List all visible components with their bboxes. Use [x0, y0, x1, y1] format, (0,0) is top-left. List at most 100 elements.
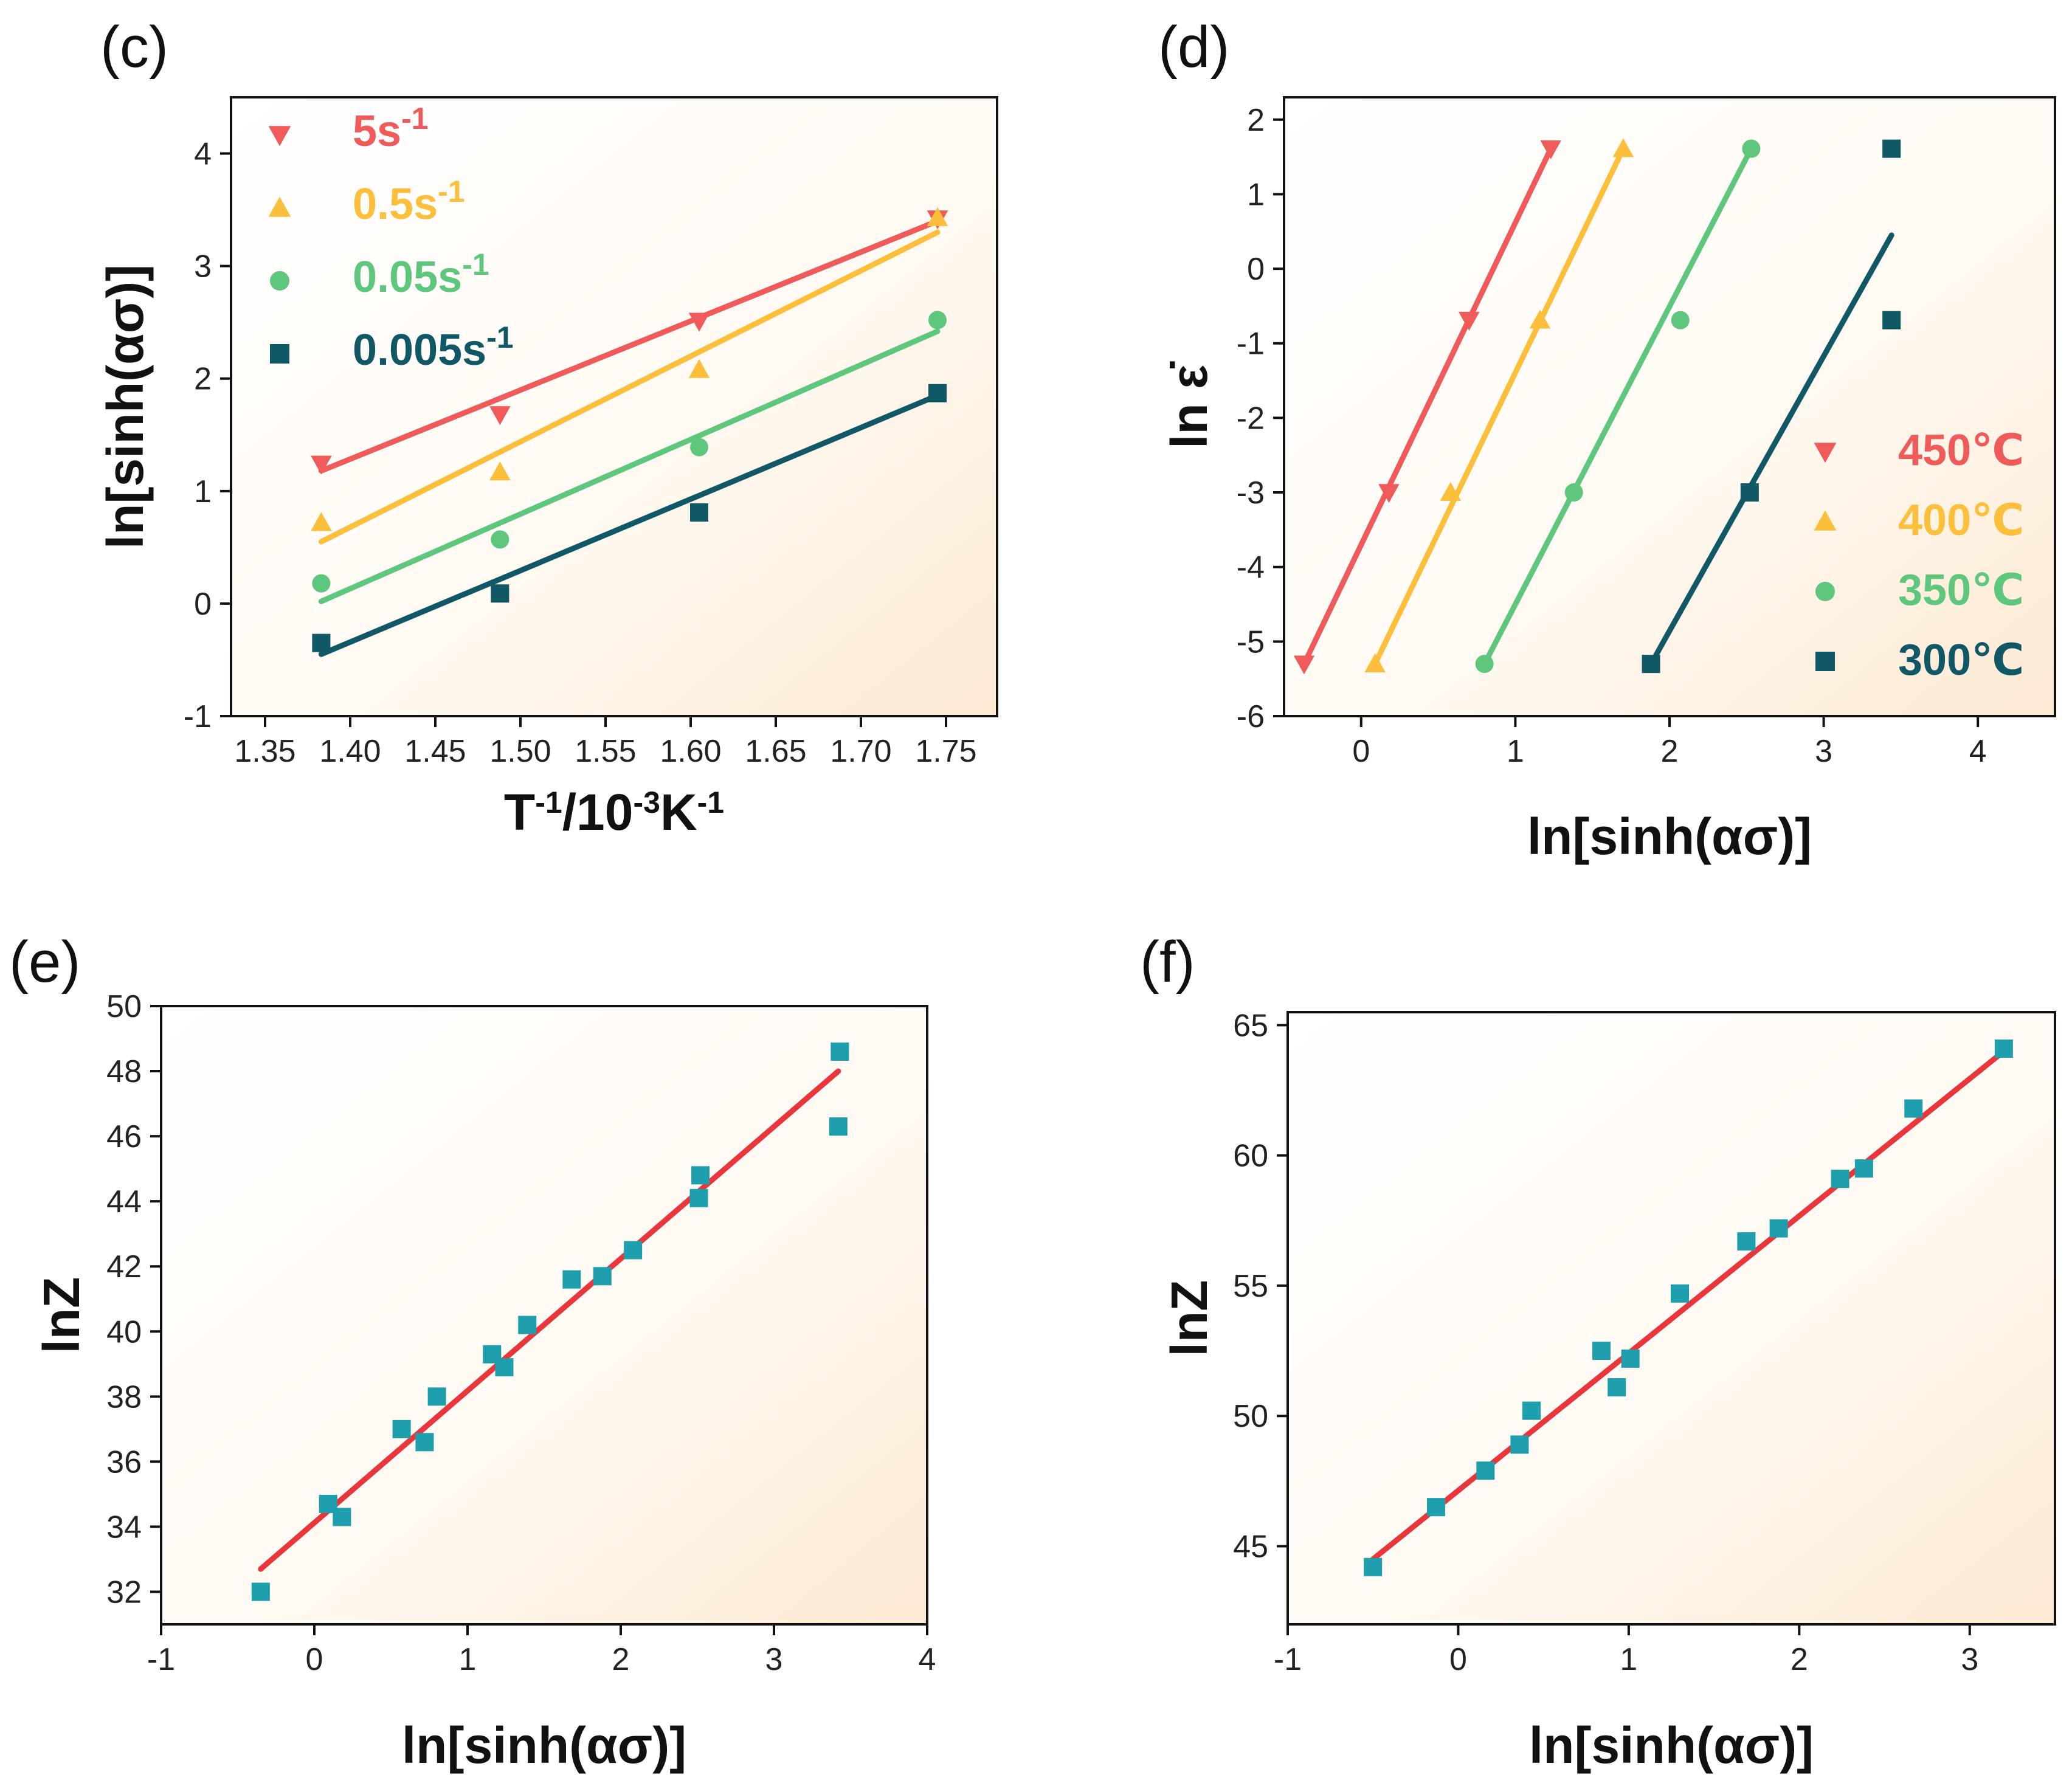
- data-point: [624, 1241, 643, 1260]
- x-tick-label: 1.35: [234, 734, 295, 769]
- legend-label: 0.05s-1: [353, 247, 489, 302]
- x-tick-label: 1.55: [575, 734, 636, 769]
- data-point: [491, 584, 509, 603]
- data-point: [1592, 1342, 1611, 1361]
- x-tick-label: 1.50: [489, 734, 551, 769]
- legend-label: 5s-1: [353, 102, 429, 156]
- legend-label: 450℃: [1898, 426, 2024, 475]
- data-point: [689, 1188, 708, 1207]
- x-axis-label: ln[sinh(ασ)]: [402, 1717, 686, 1774]
- y-tick-label: 60: [1233, 1139, 1268, 1174]
- legend-marker: [268, 196, 291, 217]
- plot-area: [231, 97, 997, 716]
- x-tick-label: 2: [1791, 1642, 1808, 1677]
- data-point: [489, 461, 511, 481]
- data-point: [1737, 1232, 1756, 1251]
- plot-area: [1284, 97, 2055, 716]
- y-tick-label: -6: [1237, 699, 1265, 734]
- data-point: [1510, 1435, 1529, 1454]
- x-tick-label: 1.60: [660, 734, 721, 769]
- legend-marker: [1814, 443, 1837, 463]
- data-point: [562, 1270, 581, 1289]
- x-tick-label: 3: [1815, 734, 1832, 769]
- plot-area: [161, 1006, 927, 1624]
- x-tick-label: 1.75: [915, 734, 976, 769]
- y-tick-label: 4: [194, 137, 212, 172]
- data-point: [415, 1433, 434, 1452]
- fit-line: [1301, 146, 1554, 667]
- data-point: [312, 574, 331, 593]
- y-tick-label: 36: [106, 1444, 142, 1480]
- series-450℃: [1293, 140, 1561, 675]
- y-tick-label: -1: [184, 699, 212, 734]
- legend-marker: [1815, 652, 1835, 671]
- y-tick-label: 50: [106, 989, 142, 1024]
- x-tick-label: 2: [1661, 734, 1679, 769]
- data-point: [829, 1117, 848, 1136]
- x-tick-label: 1: [1620, 1642, 1637, 1677]
- x-tick-label: 3: [765, 1642, 783, 1677]
- y-tick-label: 1: [194, 474, 212, 509]
- legend-label: 0.5s-1: [353, 174, 465, 229]
- y-tick-label: 2: [1247, 103, 1265, 138]
- legend-marker: [268, 126, 291, 147]
- x-tick-label: 1.40: [319, 734, 381, 769]
- panel-d: (d) 0 1 2 3 4 -6 -5 -4 -3 -2 -1 0 1 2 ln[sinh(ασ)] ln ε̇…: [1158, 15, 2056, 865]
- y-tick-label: 48: [106, 1054, 142, 1089]
- x-tick-label: 1.70: [830, 734, 891, 769]
- y-tick-label: 65: [1233, 1008, 1268, 1043]
- panel-e: (e)-1 0 1 2 3 432343638404244464850ln[sinh(ασ…: [9, 929, 936, 1774]
- x-tick-label: 2: [612, 1642, 630, 1677]
- y-axis-label: lnZ: [1161, 1280, 1218, 1357]
- data-point: [312, 633, 331, 652]
- x-tick-label: 1.65: [745, 734, 806, 769]
- data-point: [1994, 1039, 2013, 1058]
- data-point: [1740, 483, 1759, 502]
- panel-c: (c) 1.35 1.40 1.45 1.50 1.55 1.60 1.65 1.70 1.75 -…: [97, 15, 998, 841]
- data-point: [1854, 1159, 1873, 1178]
- y-tick-label: 2: [194, 362, 212, 397]
- y-tick-label: 44: [106, 1184, 142, 1219]
- legend-marker: [270, 344, 289, 364]
- fit-line: [318, 218, 941, 474]
- legend-label: 350℃: [1898, 566, 2024, 615]
- panel-label: (f): [1140, 929, 1195, 995]
- data-point: [311, 455, 332, 475]
- x-tick-label: 1: [459, 1642, 477, 1677]
- y-tick-label: 42: [106, 1249, 142, 1285]
- series-data: [251, 1042, 849, 1601]
- data-point: [1642, 655, 1660, 674]
- y-tick-label: 3: [194, 249, 212, 285]
- data-point: [1769, 1219, 1788, 1238]
- panel-label: (e): [9, 929, 80, 995]
- y-tick-label: -2: [1237, 401, 1265, 436]
- series-0.05s⁻¹: [312, 311, 947, 604]
- x-tick-label: 1: [1507, 734, 1524, 769]
- data-point: [1882, 311, 1901, 329]
- data-point: [1426, 1498, 1445, 1517]
- fit-line: [318, 229, 941, 545]
- y-tick-label: 45: [1233, 1529, 1268, 1564]
- series-data: [1364, 1039, 2013, 1576]
- plot-frame: [1286, 1011, 2056, 1626]
- data-point: [691, 1166, 710, 1185]
- data-point: [1882, 139, 1901, 158]
- x-tick-label: -1: [1274, 1642, 1302, 1677]
- fit-line: [318, 392, 941, 657]
- data-point: [1742, 139, 1761, 158]
- y-axis-label: ln[sinh(ασ)]: [97, 264, 154, 549]
- y-tick-label: -4: [1237, 550, 1265, 585]
- data-point: [1440, 481, 1462, 501]
- data-point: [1529, 309, 1551, 329]
- series-400℃: [1364, 138, 1634, 672]
- y-tick-label: 50: [1233, 1399, 1268, 1434]
- data-point: [1475, 655, 1494, 674]
- fit-line: [318, 328, 941, 604]
- fit-line: [258, 1068, 841, 1572]
- legend-label: 0.005s-1: [353, 320, 514, 374]
- legend-label: 300℃: [1898, 636, 2024, 685]
- data-point: [392, 1419, 411, 1438]
- y-tick-label: -3: [1237, 475, 1265, 511]
- x-tick-label: 1.45: [404, 734, 466, 769]
